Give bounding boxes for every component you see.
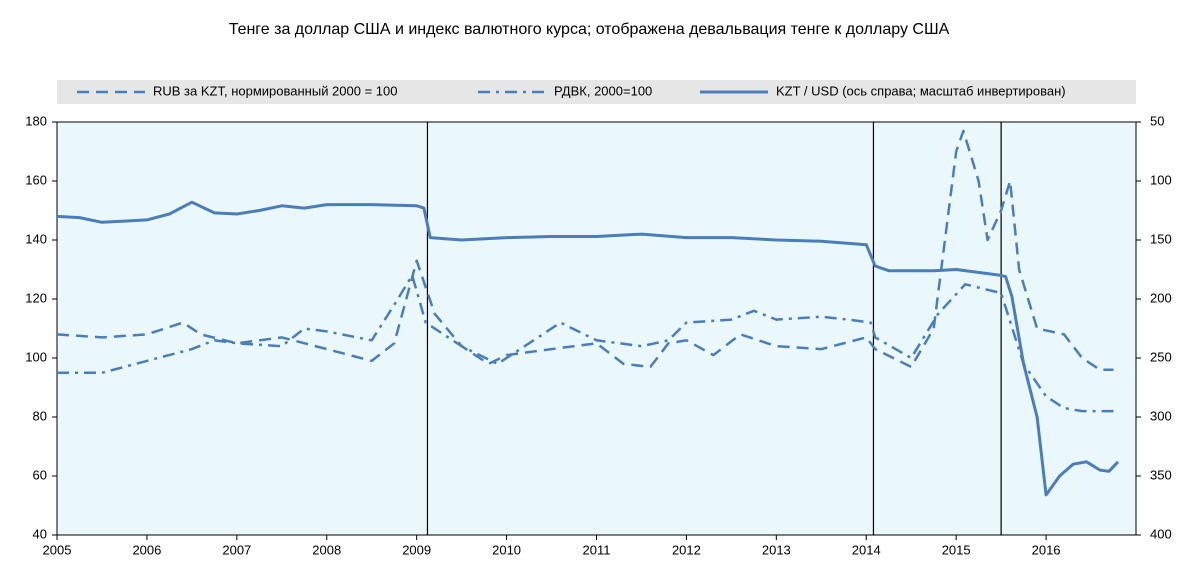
plot-area — [56, 121, 1137, 536]
y2-tick-label: 350 — [1150, 467, 1172, 482]
y2-tick-label: 150 — [1150, 231, 1172, 246]
y2-tick-label: 250 — [1150, 349, 1172, 364]
x-tick-label: 2016 — [1032, 542, 1061, 557]
y-tick-label: 80 — [33, 408, 47, 423]
y2-tick-label: 300 — [1150, 408, 1172, 423]
legend-label: RUB за KZT, нормированный 2000 = 100 — [153, 83, 398, 98]
series-line — [56, 129, 1114, 372]
x-tick-label: 2008 — [312, 542, 341, 557]
legend-label: KZT / USD (ось справа; масштаб инвертиро… — [776, 83, 1066, 98]
y-tick-label: 40 — [33, 526, 47, 541]
y-tick-label: 100 — [25, 349, 47, 364]
x-tick-label: 2007 — [222, 542, 251, 557]
x-tick-label: 2012 — [672, 542, 701, 557]
x-tick-label: 2006 — [132, 542, 161, 557]
series-line — [57, 274, 1114, 413]
y-tick-label: 180 — [25, 113, 47, 128]
y-tick-label: 120 — [25, 290, 47, 305]
y-tick-label: 60 — [33, 467, 47, 482]
x-tick-label: 2011 — [583, 542, 611, 557]
x-tick-label: 2015 — [942, 542, 971, 557]
y2-tick-label: 100 — [1150, 172, 1172, 187]
x-tick-label: 2009 — [402, 542, 431, 557]
series-line — [56, 200, 1120, 497]
y-tick-label: 160 — [25, 172, 47, 187]
y2-tick-label: 200 — [1150, 290, 1172, 305]
x-tick-label: 2005 — [43, 542, 72, 557]
legend-label: РДВК, 2000=100 — [554, 83, 652, 98]
x-tick-label: 2010 — [492, 542, 521, 557]
y2-tick-label: 400 — [1150, 526, 1172, 541]
x-tick-label: 2014 — [852, 542, 881, 557]
y-tick-label: 140 — [25, 231, 47, 246]
chart-title: Тенге за доллар США и индекс валютного к… — [229, 21, 950, 38]
x-tick-label: 2013 — [762, 542, 791, 557]
y2-tick-label: 50 — [1150, 113, 1164, 128]
legend-box — [57, 80, 1136, 104]
